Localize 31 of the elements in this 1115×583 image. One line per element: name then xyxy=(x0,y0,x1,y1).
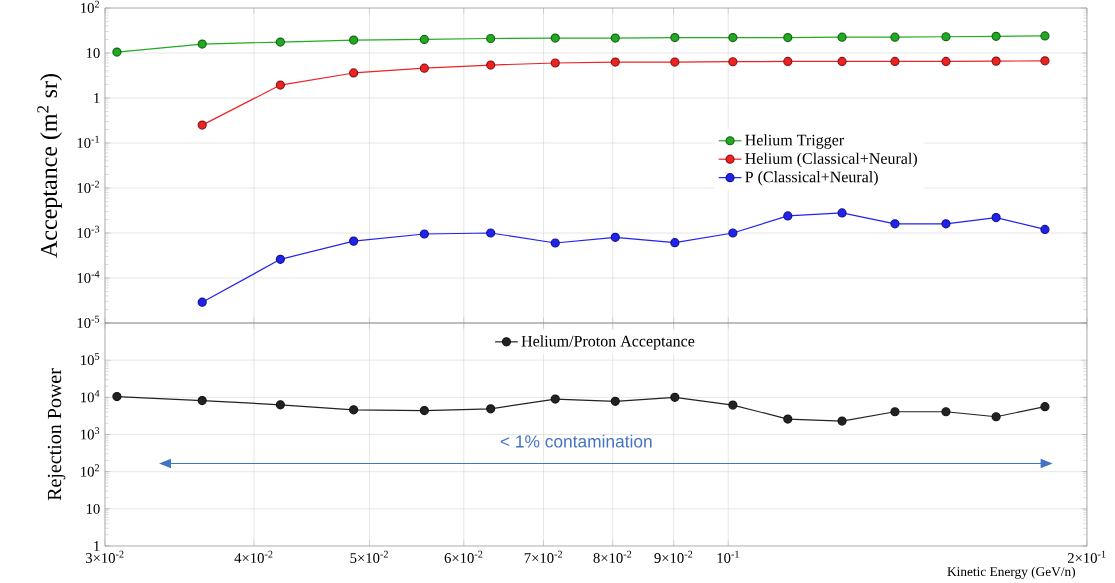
y-tick-label: 10$^{-1}$ xyxy=(77,135,99,148)
y-tick-label: 10$^{2}$ xyxy=(81,464,100,477)
x-tick-label: 9×10$^{-2}$ xyxy=(654,550,693,563)
y-axis-title: Acceptance (m$^{2}$ sr) xyxy=(37,74,62,258)
x-tick-label: 4×10$^{-2}$ xyxy=(234,550,273,563)
x-tick-label: 5×10$^{-2}$ xyxy=(350,550,388,563)
y-tick-label: 10$^{2}$ xyxy=(81,0,100,13)
annotation: < 1% contamination xyxy=(500,434,652,448)
y-tick-label: 1 xyxy=(94,541,100,551)
legend-label: Helium Trigger xyxy=(745,134,844,149)
x-axis-title: Kinetic Energy (GeV/n) xyxy=(947,566,1076,579)
y-tick-label: 10$^{3}$ xyxy=(81,427,100,440)
x-tick-label: 7×10$^{-2}$ xyxy=(524,550,563,563)
y-tick-label: 10$^{-4}$ xyxy=(77,270,100,283)
y-tick-label: 10$^{-3}$ xyxy=(77,225,100,238)
y-tick-label: 10$^{5}$ xyxy=(81,352,100,366)
x-tick-label: 2×10$^{-1}$ xyxy=(1067,550,1106,563)
legend-label: Helium (Classical+Neural) xyxy=(745,152,917,168)
legend-label: Helium/Proton Acceptance xyxy=(521,335,695,350)
y-tick-label: 10 xyxy=(86,503,100,514)
y-tick-label: 1 xyxy=(94,93,100,103)
y-tick-label: 10 xyxy=(86,48,100,58)
y-tick-label: 10$^{-2}$ xyxy=(77,180,100,193)
y-axis-title: Rejection Power xyxy=(47,368,66,501)
y-tick-label: 10$^{-5}$ xyxy=(77,315,100,328)
legend-label: P (Classical+Neural) xyxy=(745,171,878,186)
y-tick-label: 10$^{4}$ xyxy=(81,390,100,403)
x-tick-label: 10$^{-1}$ xyxy=(717,550,739,563)
x-tick-label: 8×10$^{-2}$ xyxy=(593,550,632,563)
x-tick-label: 6×10$^{-2}$ xyxy=(444,550,483,563)
x-tick-label: 3×10$^{-2}$ xyxy=(85,550,124,563)
